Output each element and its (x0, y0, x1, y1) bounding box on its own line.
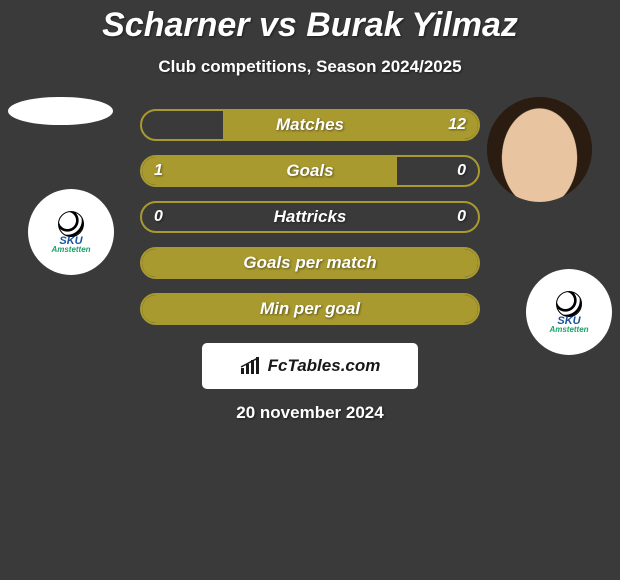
stat-bar-label: Hattricks (142, 207, 478, 227)
stat-bar-label: Goals (142, 161, 478, 181)
stat-bar-label: Min per goal (142, 299, 478, 319)
player2-club-logo: SKU Amstetten (526, 269, 612, 355)
player1-club-logo: SKU Amstetten (28, 189, 114, 275)
stat-bar-value-left: 1 (154, 162, 163, 180)
player2-photo (487, 97, 592, 202)
club-logo-line2: Amstetten (549, 325, 588, 334)
stat-bar-row: Hattricks0 0 (140, 201, 480, 233)
brand-badge[interactable]: FcTables.com (202, 343, 418, 389)
soccer-ball-icon (556, 291, 582, 317)
stat-bar-value-right: 0 (457, 162, 466, 180)
stat-bar-value-right: 12 (448, 116, 466, 134)
stat-bar-row: Matches12 (140, 109, 480, 141)
stat-bar-row: Goals per match (140, 247, 480, 279)
stat-bar-row: Min per goal (140, 293, 480, 325)
subtitle: Club competitions, Season 2024/2025 (0, 57, 620, 77)
comparison-panel: SKU Amstetten SKU Amstetten Matches12 Goa… (0, 109, 620, 423)
brand-text: FcTables.com (268, 356, 381, 376)
bar-chart-icon (240, 357, 262, 375)
date-text: 20 november 2024 (0, 403, 620, 423)
stat-bar-label: Matches (142, 115, 478, 135)
stat-bar-row: Goals1 0 (140, 155, 480, 187)
soccer-ball-icon (58, 211, 84, 237)
player1-photo (8, 97, 113, 125)
page-title: Scharner vs Burak Yilmaz (0, 0, 620, 45)
stat-bar-label: Goals per match (142, 253, 478, 273)
player2-face (487, 97, 592, 202)
stat-bar-value-left: 0 (154, 208, 163, 226)
stat-bar-value-right: 0 (457, 208, 466, 226)
club-logo-line2: Amstetten (51, 245, 90, 254)
stat-bars: Matches12Goals10Hattricks00Goals per mat… (140, 109, 480, 325)
